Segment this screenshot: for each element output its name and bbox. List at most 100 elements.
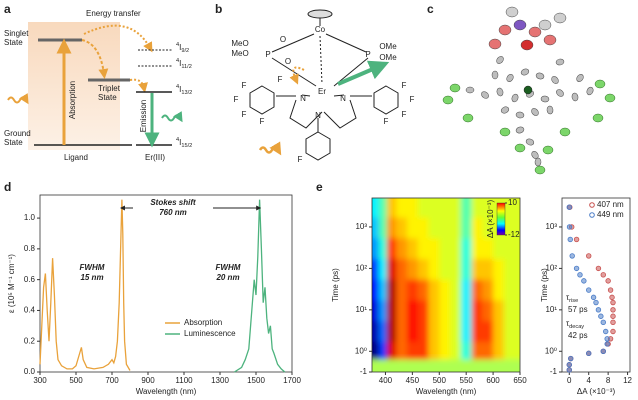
heatmap-cell xyxy=(396,279,408,301)
heatmap-cell xyxy=(417,198,430,218)
data-point xyxy=(604,336,610,342)
panel-label: a xyxy=(4,2,11,16)
y-tick-label: 0.0 xyxy=(24,367,36,376)
data-point xyxy=(568,355,574,362)
heatmap-cell xyxy=(450,341,462,360)
heatmap-cell xyxy=(417,341,430,360)
heatmap-cell xyxy=(372,198,380,218)
y-axis-label: Time (ps) xyxy=(540,268,549,302)
atom-label: MeO xyxy=(231,49,248,58)
data-point xyxy=(595,307,602,313)
colorbar-tick-label: -12 xyxy=(508,230,520,239)
level-label-main: I xyxy=(179,138,181,147)
panel-label: c xyxy=(427,2,434,16)
heatmap-cell xyxy=(396,237,408,260)
y-tick-label: 10¹ xyxy=(545,305,557,314)
heatmap-cell xyxy=(471,198,483,218)
heatmap-cell xyxy=(493,299,505,322)
heatmap-cell xyxy=(471,217,483,239)
panel-label: b xyxy=(215,2,222,16)
data-point xyxy=(590,294,597,301)
data-point xyxy=(603,328,609,335)
heatmap-cell xyxy=(460,299,473,322)
data-point xyxy=(598,313,604,319)
top-ellipsoid xyxy=(538,19,552,31)
heatmap-cell xyxy=(513,279,520,301)
heatmap-cell xyxy=(450,258,462,280)
heatmap-cell xyxy=(460,198,473,218)
heatmap-cell xyxy=(482,198,494,218)
legend-label: Absorption xyxy=(184,318,222,327)
absorption-label: Absorption xyxy=(68,81,77,119)
x-tick-label: 300 xyxy=(33,376,47,385)
heatmap-cell xyxy=(378,258,388,280)
heatmap-cell xyxy=(513,237,520,260)
heatmap-cell xyxy=(378,320,388,342)
data-point xyxy=(600,348,606,354)
fluorine-ellipsoid xyxy=(594,79,606,89)
annotation-main: τ xyxy=(566,319,570,328)
top-ellipsoid xyxy=(498,24,512,36)
heatmap-cell xyxy=(503,279,514,301)
atom-ellipsoid xyxy=(515,126,525,134)
x-tick-label: 500 xyxy=(433,376,447,385)
heatmap-cell xyxy=(406,320,419,342)
heatmap-cell xyxy=(493,237,505,260)
heatmap-cell xyxy=(450,320,462,342)
atom-label: F xyxy=(242,110,247,119)
heatmap-cell xyxy=(482,359,494,372)
heatmap-cell xyxy=(417,299,430,322)
y-axis-label: ε (10⁵ M⁻¹ cm⁻¹) xyxy=(7,254,16,313)
annotation: τdecay xyxy=(566,319,584,330)
spectrum-line xyxy=(39,199,131,371)
heatmap-cell xyxy=(482,299,494,322)
fluorine-ellipsoid xyxy=(559,127,571,137)
heatmap-cell xyxy=(513,299,520,322)
heatmap-cell xyxy=(439,359,451,372)
atom-label: P xyxy=(365,50,370,59)
atom-ellipsoid xyxy=(520,68,530,76)
data-point xyxy=(586,253,592,259)
y-tick-label: 10² xyxy=(355,264,367,273)
heatmap-cell xyxy=(460,341,473,360)
y-tick-label: 10⁰ xyxy=(545,346,557,355)
heatmap-cell xyxy=(493,320,505,342)
heatmap-cell xyxy=(450,217,462,239)
atom-ellipsoid xyxy=(571,92,579,102)
annotation-sub: rise xyxy=(569,298,578,304)
fluorine-ellipsoid xyxy=(499,127,511,137)
data-point xyxy=(566,224,573,230)
atom-label: F xyxy=(410,95,415,104)
heatmap-cell xyxy=(372,359,380,372)
plot-frame xyxy=(371,197,521,373)
atom-ellipsoid xyxy=(540,95,550,103)
colorbar-tick-label: 10 xyxy=(508,198,517,207)
atom-ellipsoid xyxy=(496,87,504,97)
heatmap-cell xyxy=(372,279,380,301)
erbium-atom xyxy=(523,85,533,95)
y-tick-label: 0.2 xyxy=(24,336,36,345)
atom-ellipsoid xyxy=(546,105,554,115)
data-point xyxy=(566,204,572,210)
x-tick-label: 0 xyxy=(567,376,572,385)
y-tick-label: 1.0 xyxy=(24,213,36,222)
heatmap-cell xyxy=(417,279,430,301)
heatmap-cell xyxy=(372,341,380,360)
annotation: 42 ps xyxy=(568,331,588,340)
fluorine-ellipsoid xyxy=(442,95,454,105)
data-point xyxy=(595,265,602,272)
heatmap-cell xyxy=(482,320,494,342)
heatmap-cell xyxy=(406,341,419,360)
heatmap-cell xyxy=(386,217,397,239)
heatmap-cell xyxy=(460,279,473,301)
x-tick-label: 12 xyxy=(623,376,632,385)
singlet-label-line: Singlet xyxy=(4,29,29,38)
heatmap-cell xyxy=(378,237,388,260)
panel-a-art xyxy=(7,22,183,150)
heatmap-cell xyxy=(460,359,473,372)
heatmap-cell xyxy=(493,279,505,301)
atom-label: F xyxy=(298,155,303,164)
heatmap-cell xyxy=(450,299,462,322)
x-tick-label: 8 xyxy=(606,376,611,385)
heatmap-cell xyxy=(439,320,451,342)
